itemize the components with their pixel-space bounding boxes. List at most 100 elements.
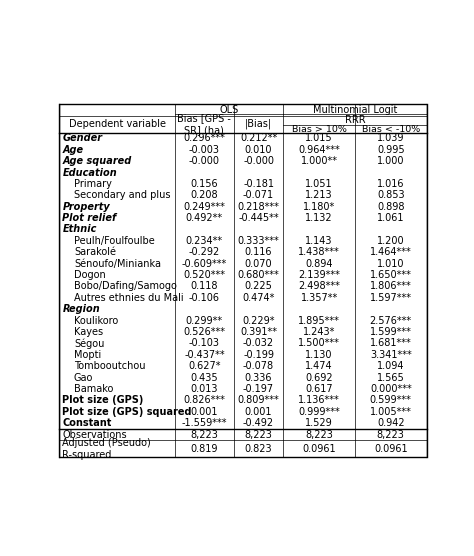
Text: -0.103: -0.103 xyxy=(189,339,220,349)
Text: Bobo/Dafing/Samogo: Bobo/Dafing/Samogo xyxy=(74,281,177,291)
Text: 1.136***: 1.136*** xyxy=(298,395,340,405)
Text: Gao: Gao xyxy=(74,373,93,383)
Text: 0.898: 0.898 xyxy=(377,202,404,212)
Text: 0.234**: 0.234** xyxy=(186,236,223,246)
Text: 1.005***: 1.005*** xyxy=(370,407,412,417)
Text: -0.292: -0.292 xyxy=(189,247,220,257)
Text: -0.071: -0.071 xyxy=(243,190,274,200)
Text: 1.243*: 1.243* xyxy=(303,327,335,337)
Text: 8,223: 8,223 xyxy=(377,430,405,440)
Text: 0.218***: 0.218*** xyxy=(237,202,280,212)
Text: 1.806***: 1.806*** xyxy=(370,281,411,291)
Text: 1.051: 1.051 xyxy=(305,179,333,189)
Text: Age squared: Age squared xyxy=(63,156,132,166)
Text: 1.061: 1.061 xyxy=(377,213,404,223)
Text: 0.520***: 0.520*** xyxy=(183,270,225,280)
Text: 1.015: 1.015 xyxy=(305,133,333,143)
Text: Dogon: Dogon xyxy=(74,270,106,280)
Text: Region: Region xyxy=(63,304,100,314)
Text: 1.474: 1.474 xyxy=(305,361,333,371)
Text: Bias [GPS -
SR] (ha): Bias [GPS - SR] (ha) xyxy=(177,113,231,135)
Text: 1.650***: 1.650*** xyxy=(370,270,412,280)
Text: 0.492**: 0.492** xyxy=(186,213,223,223)
Text: 0.894: 0.894 xyxy=(305,259,333,269)
Text: 1.597***: 1.597*** xyxy=(370,293,412,303)
Text: 0.526***: 0.526*** xyxy=(183,327,225,337)
Text: Bamako: Bamako xyxy=(74,384,113,394)
Text: 0.212**: 0.212** xyxy=(240,133,277,143)
Text: 0.118: 0.118 xyxy=(191,281,218,291)
Text: 2.498***: 2.498*** xyxy=(298,281,340,291)
Text: OLS: OLS xyxy=(219,105,239,115)
Text: Age: Age xyxy=(63,145,83,155)
Text: Plot size (GPS): Plot size (GPS) xyxy=(63,395,144,405)
Text: Kayes: Kayes xyxy=(74,327,103,337)
Text: 0.819: 0.819 xyxy=(191,444,218,454)
Text: 1.599***: 1.599*** xyxy=(370,327,412,337)
Text: -0.437**: -0.437** xyxy=(184,350,225,360)
Text: |Bias|: |Bias| xyxy=(245,119,272,130)
Text: 1.132: 1.132 xyxy=(305,213,333,223)
Text: -0.000: -0.000 xyxy=(189,156,220,166)
Text: 0.336: 0.336 xyxy=(245,373,272,383)
Text: 1.681***: 1.681*** xyxy=(370,339,411,349)
Text: 8,223: 8,223 xyxy=(305,430,333,440)
Text: 8,223: 8,223 xyxy=(245,430,273,440)
Text: 0.299**: 0.299** xyxy=(186,316,223,326)
Text: 1.010: 1.010 xyxy=(377,259,404,269)
Text: Secondary and plus: Secondary and plus xyxy=(74,190,171,200)
Text: Sénoufo/Minianka: Sénoufo/Minianka xyxy=(74,259,161,269)
Text: 0.013: 0.013 xyxy=(191,384,218,394)
Text: 1.016: 1.016 xyxy=(377,179,404,189)
Text: -0.078: -0.078 xyxy=(243,361,274,371)
Text: -0.000: -0.000 xyxy=(243,156,274,166)
Text: 1.357**: 1.357** xyxy=(301,293,338,303)
Text: 1.895***: 1.895*** xyxy=(298,316,340,326)
Text: 0.627*: 0.627* xyxy=(188,361,220,371)
Text: 0.680***: 0.680*** xyxy=(237,270,279,280)
Text: Koulikoro: Koulikoro xyxy=(74,316,118,326)
Text: 1.438***: 1.438*** xyxy=(298,247,340,257)
Text: Gender: Gender xyxy=(63,133,102,143)
Text: 1.000**: 1.000** xyxy=(301,156,337,166)
Text: 0.001: 0.001 xyxy=(191,407,218,417)
Text: Mopti: Mopti xyxy=(74,350,101,360)
Text: 0.208: 0.208 xyxy=(191,190,218,200)
Text: 0.070: 0.070 xyxy=(245,259,273,269)
Text: 0.010: 0.010 xyxy=(245,145,272,155)
Bar xyxy=(59,105,427,457)
Text: 1.565: 1.565 xyxy=(377,373,405,383)
Text: 1.464***: 1.464*** xyxy=(370,247,411,257)
Text: Dependent variable: Dependent variable xyxy=(69,119,165,129)
Text: 0.435: 0.435 xyxy=(191,373,218,383)
Text: Autres ethnies du Mali: Autres ethnies du Mali xyxy=(74,293,183,303)
Text: 0.249***: 0.249*** xyxy=(183,202,225,212)
Text: Peulh/Foulfoulbe: Peulh/Foulfoulbe xyxy=(74,236,155,246)
Text: Tombooutchou: Tombooutchou xyxy=(74,361,146,371)
Text: Multinomial Logit: Multinomial Logit xyxy=(313,105,397,115)
Text: Bias < -10%: Bias < -10% xyxy=(362,125,420,134)
Text: 0.823: 0.823 xyxy=(245,444,273,454)
Text: 1.130: 1.130 xyxy=(305,350,333,360)
Text: -0.609***: -0.609*** xyxy=(182,259,227,269)
Text: 2.139***: 2.139*** xyxy=(298,270,340,280)
Text: 0.599***: 0.599*** xyxy=(370,395,412,405)
Text: Bias > 10%: Bias > 10% xyxy=(292,125,346,134)
Text: Sarakolé: Sarakolé xyxy=(74,247,116,257)
Text: 1.000: 1.000 xyxy=(377,156,404,166)
Text: 0.0961: 0.0961 xyxy=(374,444,408,454)
Text: Plot relief: Plot relief xyxy=(63,213,117,223)
Text: -0.197: -0.197 xyxy=(243,384,274,394)
Text: Constant: Constant xyxy=(63,418,112,428)
Text: 0.942: 0.942 xyxy=(377,418,405,428)
Text: 0.999***: 0.999*** xyxy=(298,407,340,417)
Text: 2.576***: 2.576*** xyxy=(370,316,412,326)
Text: 1.529: 1.529 xyxy=(305,418,333,428)
Text: 0.225: 0.225 xyxy=(245,281,273,291)
Text: Primary: Primary xyxy=(74,179,112,189)
Text: 0.692: 0.692 xyxy=(305,373,333,383)
Text: -0.199: -0.199 xyxy=(243,350,274,360)
Text: Property: Property xyxy=(63,202,110,212)
Text: -0.492: -0.492 xyxy=(243,418,274,428)
Text: 1.180*: 1.180* xyxy=(303,202,335,212)
